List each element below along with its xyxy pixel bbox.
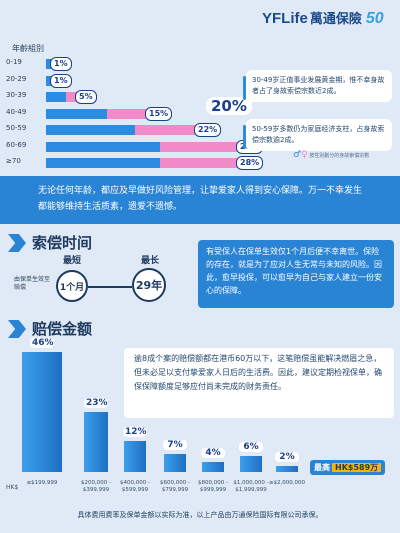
female-segment: [66, 92, 81, 102]
payout-pct-label: 23%: [84, 398, 108, 408]
age-callout-pct: 20%: [206, 97, 252, 115]
payout-bar: [124, 440, 146, 472]
payout-heading: 赔偿金额: [8, 318, 92, 339]
max-value: HK$589万: [332, 463, 382, 472]
payout-bar: [202, 461, 224, 472]
payout-category-label: $600,000 - $799,999: [160, 480, 190, 493]
claim-time-heading: 索偿时间: [8, 232, 92, 253]
currency-label: HK$: [6, 484, 19, 491]
payout-bar: [276, 466, 298, 472]
chevron-right-icon: [8, 234, 26, 252]
payout-text: 逾8成个案的赔偿额都在港币60万以下，这笔赔偿虽能解决燃眉之急，但未必足以支付挚…: [124, 348, 394, 418]
male-segment: [46, 59, 52, 69]
age-chart-legend: ♂♀ 按性別劃分的身故索償宗數: [293, 150, 369, 160]
male-segment: [46, 75, 52, 86]
payout-category-label: $400,000 - $599,999: [120, 480, 150, 493]
payout-category-label: $800,000 - $999,999: [198, 480, 228, 493]
payout-category-label: $200,000 - $399,999: [81, 480, 111, 493]
payout-bar: [84, 412, 108, 472]
age-pct-label: 22%: [194, 123, 222, 137]
brand-cn: 萬通保險: [309, 11, 362, 26]
timeline-connector: [88, 286, 132, 288]
age-pct-label: 28%: [236, 156, 264, 170]
male-segment: [46, 125, 135, 135]
payout-bar: [240, 456, 262, 472]
age-label: 30-39: [6, 91, 27, 99]
payout-pct-label: 4%: [201, 447, 225, 458]
shortest-value: 1个月: [56, 270, 88, 302]
age-label: 40-49: [6, 107, 27, 116]
age-note-2: 50-59岁多数仍为家庭经济支柱，占身故索偿宗数逾2成。: [243, 119, 392, 151]
chevron-right-icon: [8, 320, 26, 338]
payout-pct-label: 7%: [163, 439, 187, 450]
payout-pct-label: 6%: [239, 442, 263, 453]
claim-time-text: 有受保人在保单生效仅1个月后便不幸离世。保险的存在，就是为了应对人生无常与未知的…: [198, 240, 394, 308]
age-pct-label: 1%: [50, 73, 72, 88]
payout-pct-label: 12%: [123, 426, 147, 437]
shortest-label: 最短: [63, 256, 82, 266]
male-icon: ♂: [293, 150, 302, 160]
male-segment: [46, 92, 66, 102]
payout-category-label: ≥$2,000,000: [268, 480, 306, 486]
max-payout-tag: 最高 HK$589万: [310, 460, 386, 475]
payout-category-label: ≤$199,999: [26, 480, 58, 486]
age-chart-title: 年齡組別: [12, 44, 44, 53]
age-label: ≥70: [6, 157, 21, 165]
brand-en: YFLife: [262, 10, 308, 27]
male-segment: [46, 108, 107, 119]
female-segment: [160, 158, 242, 168]
payout-pct-label: 2%: [275, 452, 299, 462]
max-label: 最高: [314, 463, 330, 472]
payout-pct-label: 46%: [30, 338, 54, 348]
claim-time-title: 索偿时间: [32, 234, 93, 252]
age-note-1: 30-49岁正值事业发展黄金期，惟不幸身故者占了身故索偿宗数近2成。: [243, 70, 392, 102]
payout-category-label: $1,000,000 - $1,999,999: [233, 480, 269, 493]
longest-label: 最长: [141, 256, 160, 266]
longest-value: 29年: [132, 268, 166, 302]
advice-banner: 无论任何年龄，都应及早做好风险管理，让挚爱家人得到安心保障。万一不幸发生都能够维…: [0, 176, 400, 224]
female-segment: [107, 108, 151, 119]
age-pct-label: 15%: [145, 106, 173, 121]
male-segment: [46, 158, 160, 168]
age-label: 0-19: [6, 58, 22, 66]
footer-disclaimer: 具体费用费率及保单金额以实际为准，以上产品由万通保险国际有限公司承保。: [77, 511, 323, 519]
claim-subject: 由保单生效至赔偿: [14, 276, 51, 291]
female-segment: [135, 125, 200, 135]
anniversary-badge: 50: [365, 10, 384, 27]
age-label: 20-29: [6, 74, 27, 83]
female-segment: [160, 141, 242, 152]
male-segment: [46, 141, 160, 152]
payout-bar: [164, 453, 186, 472]
age-label: 60-69: [6, 140, 27, 149]
legend-text: 按性別劃分的身故索償宗數: [309, 153, 370, 159]
age-label: 50-59: [6, 124, 27, 132]
female-icon: ♀: [301, 150, 308, 160]
age-pct-label: 5%: [75, 90, 97, 104]
payout-title: 赔偿金额: [32, 320, 93, 338]
age-pct-label: 1%: [50, 57, 72, 71]
payout-bar: [22, 352, 62, 472]
company-logo: YFLife 萬通保險 50: [262, 8, 384, 28]
